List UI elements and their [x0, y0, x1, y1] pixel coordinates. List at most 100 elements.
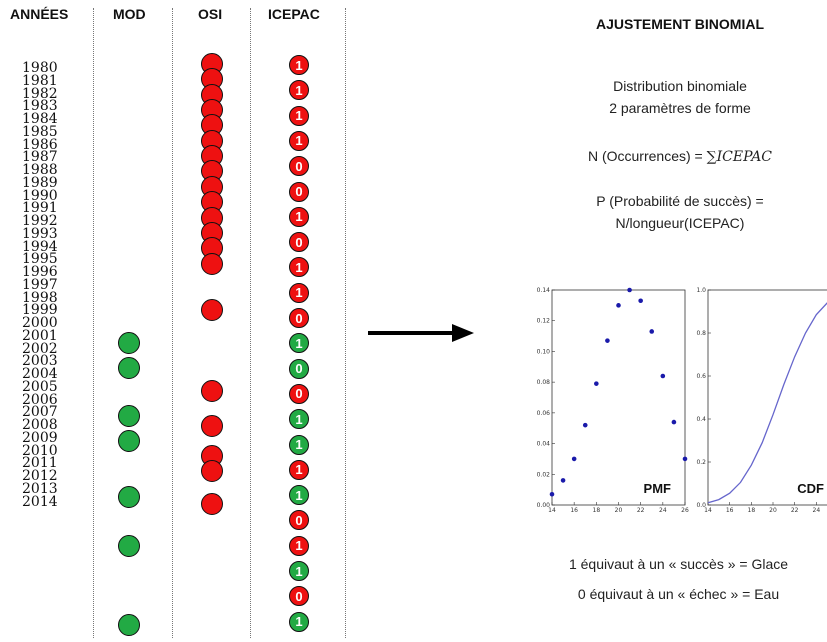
mod-circle [118, 357, 140, 379]
pmf-point [682, 456, 688, 462]
year-label: 1998 [22, 289, 58, 306]
year-label: 1988 [22, 162, 58, 178]
icepac-value: 1 [289, 459, 309, 480]
year-label: 1991 [22, 200, 58, 217]
y-tick-label: 0.4 [696, 416, 706, 423]
x-tick-label: 22 [791, 507, 799, 514]
year-label: 1994 [22, 238, 58, 255]
charts-area: 0.00 0.02 0.04 0.06 0.08 0.10 0.12 0.14 14 16 18 20… [537, 287, 827, 514]
year-label: 1989 [22, 174, 58, 191]
x-tick-label: 22 [637, 507, 645, 514]
n-formula: N (Occurrences) = ∑ICEPAC [540, 148, 820, 165]
pmf-point [638, 298, 643, 304]
n-formula-sum: ∑ICEPAC [706, 149, 773, 165]
separator-icepac-right [345, 8, 346, 638]
year-label: 1997 [22, 276, 58, 293]
y-tick-label: 0.10 [537, 348, 551, 355]
icepac-value: 1 [289, 80, 309, 101]
x-tick-label: 20 [615, 507, 623, 514]
binomial-line1: Distribution binomiale [613, 78, 747, 94]
x-tick-label: 18 [593, 507, 601, 514]
pmf-point [649, 329, 655, 334]
pmf-point [582, 422, 588, 428]
year-label: 1990 [22, 187, 58, 204]
year-label: 1999 [22, 302, 58, 319]
icepac-value: 1 [289, 409, 309, 430]
year-label: 2000 [22, 315, 58, 331]
right-title: AJUSTEMENT BINOMIAL [596, 16, 764, 32]
year-label: 2012 [22, 468, 58, 484]
icepac-value: 1 [289, 611, 309, 632]
icepac-value: 0 [289, 586, 309, 607]
plot-frame [707, 289, 827, 506]
y-tick-label: 0.0 [696, 502, 706, 509]
year-label: 2008 [22, 417, 58, 433]
year-label: 2011 [22, 455, 58, 472]
year-label: 1992 [22, 213, 58, 229]
y-tick-label: 0.2 [696, 459, 706, 466]
mod-circle [118, 430, 140, 452]
header-osi: OSI [198, 6, 223, 22]
year-label: 1980 [22, 60, 58, 76]
year-label: 1982 [22, 85, 58, 102]
icepac-value: 0 [289, 308, 309, 328]
icepac-value: 1 [289, 434, 309, 455]
separator-mod-osi [172, 8, 173, 638]
year-label: 2013 [22, 480, 58, 497]
x-tick-label: 14 [704, 507, 712, 514]
mod-circle [118, 332, 140, 354]
x-tick-label: 18 [748, 507, 756, 514]
separator-osi-icepac [250, 8, 251, 638]
y-tick-label: 0.8 [696, 330, 706, 337]
year-label: 2014 [22, 493, 58, 510]
x-tick-label: 14 [548, 507, 556, 514]
osi-circle [201, 493, 223, 515]
osi-circle [201, 299, 223, 321]
pmf-point [616, 303, 621, 308]
year-label: 1987 [22, 149, 58, 166]
year-label: 1983 [22, 98, 58, 115]
year-label: 1984 [22, 111, 58, 127]
icepac-value: 1 [289, 535, 309, 556]
year-label: 1996 [22, 264, 58, 280]
x-tick-label: 20 [769, 507, 777, 514]
years-list: 1980 1981 1982 1983 1984 1985 1986 1987 1988 1989… [22, 60, 82, 510]
year-label: 1986 [22, 136, 58, 153]
p-formula-line1: P (Probabilité de succès) = [596, 193, 764, 209]
chart-label: PMF [644, 481, 672, 496]
icepac-value: 0 [289, 181, 309, 202]
icepac-value: 1 [289, 105, 309, 126]
y-tick-label: 0.04 [537, 441, 551, 448]
icepac-value: 1 [289, 257, 309, 278]
y-tick-label: 0.08 [537, 379, 551, 386]
binomial-line2: 2 paramètres de forme [609, 100, 751, 116]
cdf-line [707, 302, 827, 504]
x-tick-label: 26 [681, 507, 689, 514]
year-label: 1981 [22, 72, 58, 89]
osi-circle [201, 380, 223, 402]
y-tick-label: 0.00 [537, 502, 551, 509]
separator-years-mod [93, 8, 94, 638]
year-label: 1995 [22, 251, 58, 268]
y-tick-label: 0.12 [537, 318, 551, 325]
year-label: 2003 [22, 353, 58, 370]
y-tick-label: 1.0 [696, 287, 706, 294]
footer-failure: 0 équivaut à un « échec » = Eau [577, 586, 780, 602]
y-tick-label: 0.6 [696, 373, 706, 380]
icepac-value: 1 [289, 206, 309, 227]
header-mod: MOD [113, 6, 146, 22]
footer-success: 1 équivaut à un « succès » = Glace [568, 556, 789, 572]
pmf-point [549, 491, 555, 497]
pmf-point [660, 373, 666, 379]
chart-pmf: 0.00 0.02 0.04 0.06 0.08 0.10 0.12 0.14 14 16 18 20… [537, 287, 689, 514]
icepac-value: 1 [289, 333, 309, 354]
year-label: 2006 [22, 391, 58, 408]
icepac-value: 1 [289, 485, 309, 506]
osi-circle [201, 252, 223, 275]
p-formula-line2: N/longueur(ICEPAC) [615, 215, 745, 231]
icepac-value: 1 [289, 561, 309, 581]
x-tick-label: 24 [813, 507, 821, 514]
pmf-point [605, 338, 610, 343]
x-tick-label: 16 [726, 507, 734, 514]
osi-circle [201, 415, 223, 437]
